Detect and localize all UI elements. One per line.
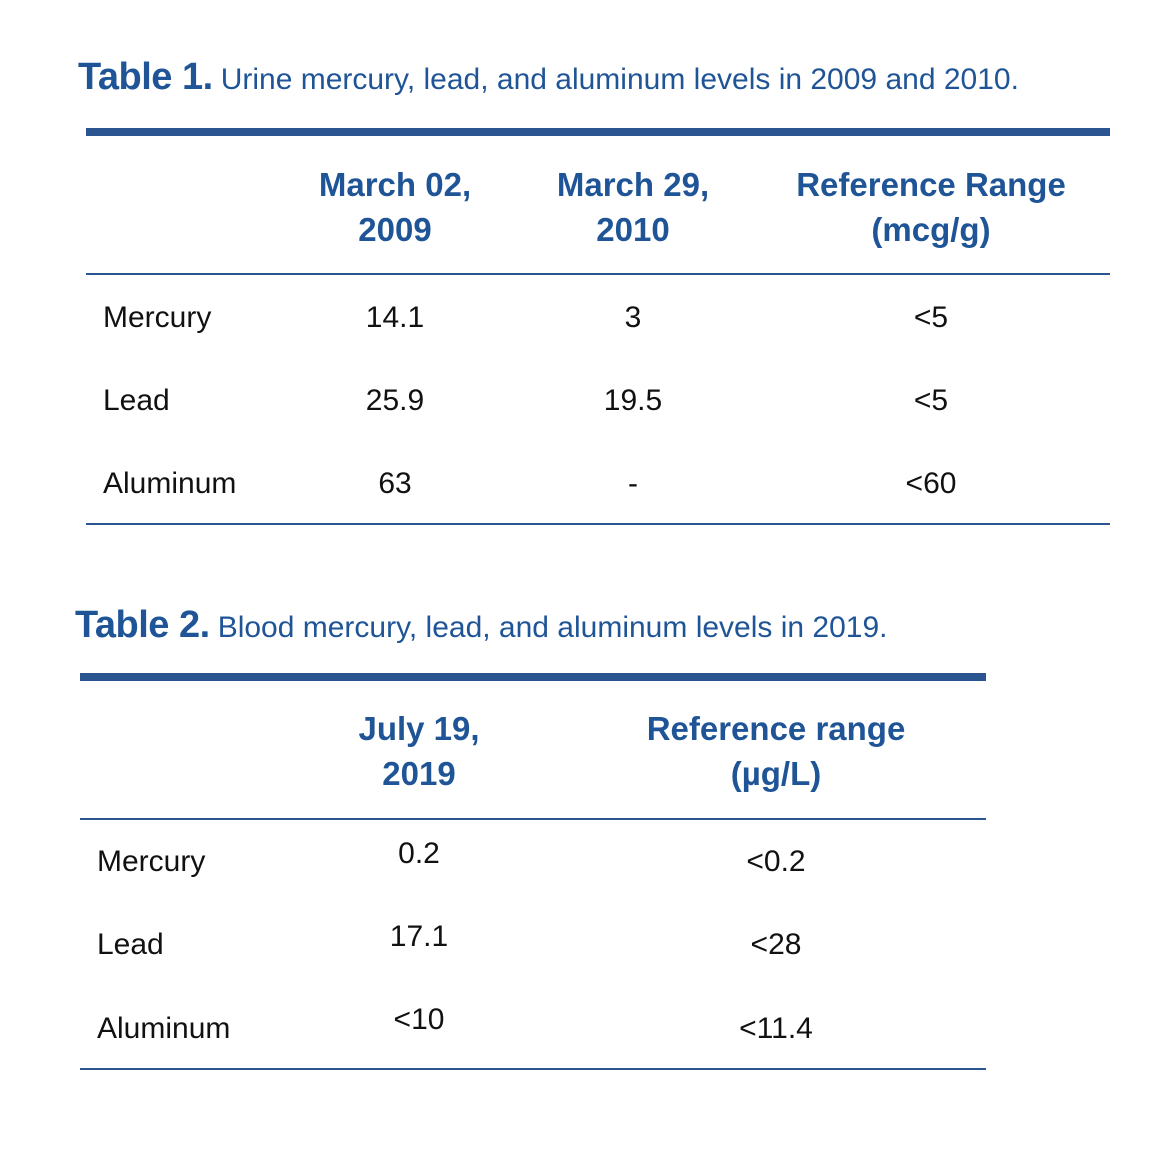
header-line: July 19, — [358, 710, 480, 747]
row-label: Mercury — [97, 845, 206, 878]
table-cell: 63 — [378, 467, 412, 500]
row-label: Aluminum — [103, 467, 237, 500]
table-cell: <60 — [905, 467, 957, 500]
header-line: 2009 — [358, 211, 432, 248]
table-cell: <0.2 — [746, 845, 806, 878]
table-2-header-rule — [80, 818, 986, 820]
table-cell: <28 — [750, 928, 802, 961]
table-cell: <11.4 — [739, 1012, 813, 1045]
table-cell: <10 — [393, 1003, 445, 1036]
header-line: (mcg/g) — [871, 211, 991, 248]
row-label: Lead — [97, 928, 164, 961]
table-1-header-col-3: Reference Range (mcg/g) — [796, 162, 1066, 252]
table-2-header-col-2: Reference range (µg/L) — [647, 706, 906, 796]
row-label: Lead — [103, 384, 170, 417]
table-2-top-rule — [80, 673, 986, 681]
table-cell: 14.1 — [365, 301, 425, 334]
table-cell: - — [628, 467, 638, 500]
table-2-caption-text: Blood mercury, lead, and aluminum levels… — [217, 611, 888, 644]
row-label: Aluminum — [97, 1012, 231, 1045]
table-cell: 17.1 — [389, 920, 449, 953]
table-cell: 25.9 — [365, 384, 425, 417]
table-cell: <5 — [913, 384, 949, 417]
table-1-header-col-2: March 29, 2010 — [557, 162, 709, 252]
table-cell: 0.2 — [398, 837, 440, 870]
table-1-caption-text: Urine mercury, lead, and aluminum levels… — [220, 63, 1019, 96]
table-1-caption: Table 1. Urine mercury, lead, and aluminu… — [78, 56, 1019, 99]
header-line: 2019 — [382, 755, 456, 792]
header-line: March 02, — [318, 166, 472, 203]
table-cell: <5 — [913, 301, 949, 334]
header-line: March 29, — [556, 166, 710, 203]
table-2-caption: Table 2. Blood mercury, lead, and aluminu… — [75, 604, 888, 647]
table-cell: 19.5 — [603, 384, 663, 417]
table-1-label: Table 1. — [78, 56, 213, 98]
row-label: Mercury — [103, 301, 212, 334]
table-cell: 3 — [624, 301, 642, 334]
table-1-header-rule — [86, 273, 1110, 275]
header-line: Reference Range — [796, 166, 1066, 203]
table-2-header-col-1: July 19, 2019 — [358, 706, 479, 796]
table-1-bottom-rule — [86, 523, 1110, 525]
table-2-label: Table 2. — [75, 604, 210, 646]
table-2-bottom-rule — [80, 1068, 986, 1070]
table-1-top-rule — [86, 128, 1110, 136]
header-line: (µg/L) — [730, 755, 822, 792]
header-line: Reference range — [646, 710, 906, 747]
header-line: 2010 — [596, 211, 670, 248]
table-1-header-col-1: March 02, 2009 — [319, 162, 471, 252]
